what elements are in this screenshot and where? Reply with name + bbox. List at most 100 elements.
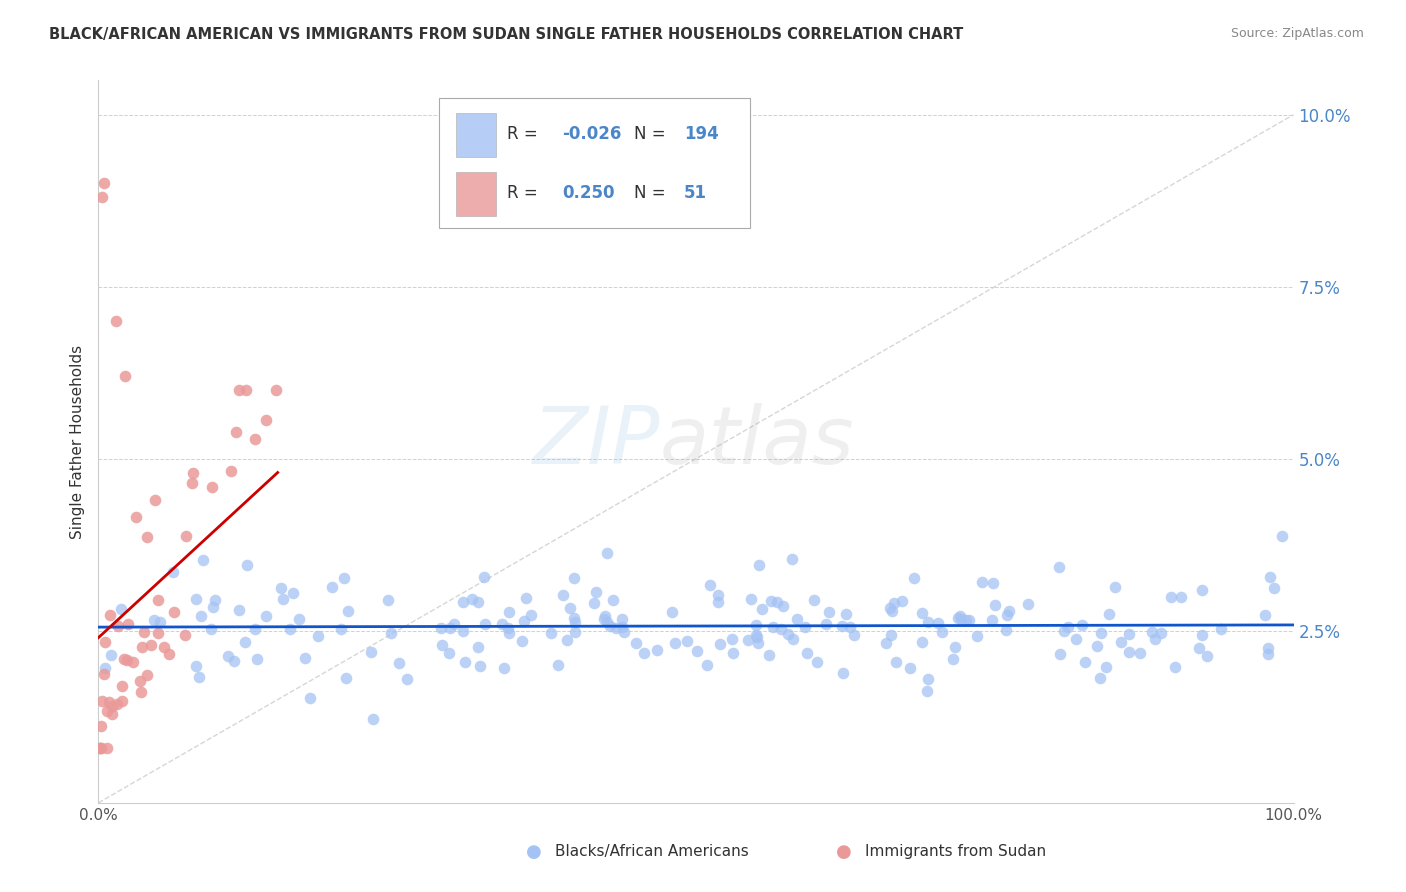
Point	[129, 685, 152, 699]
Point	[547, 657, 569, 672]
Point	[96, 704, 118, 718]
Point	[661, 606, 683, 620]
Point	[562, 610, 585, 624]
Point	[143, 493, 166, 508]
Point	[943, 640, 966, 655]
Point	[100, 648, 122, 662]
Point	[190, 608, 212, 623]
Point	[740, 592, 762, 607]
Point	[467, 595, 489, 609]
Point	[1098, 607, 1121, 621]
Point	[184, 659, 207, 673]
Point	[1143, 632, 1166, 647]
Point	[1140, 625, 1163, 640]
Point	[553, 588, 575, 602]
Point	[121, 655, 143, 669]
Point	[243, 623, 266, 637]
Point	[592, 612, 614, 626]
Point	[1074, 655, 1097, 669]
Point	[270, 581, 292, 595]
Point	[882, 604, 904, 618]
Point	[94, 661, 117, 675]
Point	[676, 633, 699, 648]
Point	[942, 652, 965, 666]
Point	[221, 464, 243, 478]
Point	[1118, 644, 1140, 658]
Point	[747, 636, 769, 650]
Point	[707, 588, 730, 602]
Point	[931, 625, 953, 640]
Point	[995, 607, 1018, 622]
Point	[949, 608, 972, 623]
Point	[174, 528, 197, 542]
Point	[105, 698, 128, 712]
Point	[1064, 632, 1087, 647]
Point	[984, 598, 1007, 612]
Point	[498, 625, 520, 640]
Text: atlas: atlas	[661, 402, 855, 481]
Point	[1260, 570, 1282, 584]
Text: Immigrants from Sudan: Immigrants from Sudan	[865, 845, 1046, 859]
Point	[287, 612, 309, 626]
Point	[515, 591, 537, 605]
Point	[748, 558, 770, 572]
Point	[222, 654, 245, 668]
Point	[796, 646, 818, 660]
Point	[388, 657, 411, 671]
Point	[782, 632, 804, 646]
Point	[91, 694, 114, 708]
Point	[173, 628, 195, 642]
Text: Blacks/African Americans: Blacks/African Americans	[555, 845, 749, 859]
Point	[842, 627, 865, 641]
Point	[217, 648, 239, 663]
Point	[1191, 628, 1213, 642]
Point	[243, 432, 266, 446]
Text: N =: N =	[634, 125, 671, 143]
Point	[335, 671, 357, 685]
Point	[454, 655, 477, 669]
Point	[228, 602, 250, 616]
Point	[1160, 590, 1182, 604]
Point	[593, 608, 616, 623]
Point	[360, 645, 382, 659]
Point	[831, 665, 853, 680]
Point	[610, 612, 633, 626]
Point	[107, 619, 129, 633]
Point	[90, 719, 112, 733]
Point	[115, 653, 138, 667]
Point	[786, 612, 808, 626]
Point	[183, 466, 205, 480]
Point	[101, 699, 124, 714]
Point	[361, 713, 384, 727]
Point	[141, 638, 163, 652]
Point	[98, 608, 121, 623]
Point	[1170, 591, 1192, 605]
Point	[555, 632, 578, 647]
Point	[890, 593, 912, 607]
Point	[513, 614, 536, 628]
Point	[439, 621, 461, 635]
Text: ZIP: ZIP	[533, 402, 661, 481]
Point	[558, 601, 581, 615]
Point	[472, 570, 495, 584]
Point	[163, 605, 186, 619]
Point	[510, 634, 533, 648]
Text: 0.250: 0.250	[562, 184, 614, 202]
Point	[1150, 625, 1173, 640]
Point	[995, 623, 1018, 637]
Point	[294, 650, 316, 665]
FancyBboxPatch shape	[456, 112, 496, 157]
FancyBboxPatch shape	[456, 172, 496, 216]
Point	[970, 575, 993, 590]
Point	[564, 625, 586, 640]
Point	[744, 618, 766, 632]
Y-axis label: Single Father Households: Single Father Households	[69, 344, 84, 539]
Point	[201, 480, 224, 494]
Point	[803, 592, 825, 607]
Point	[1109, 634, 1132, 648]
Point	[758, 648, 780, 662]
Point	[1191, 583, 1213, 598]
Point	[1271, 528, 1294, 542]
Point	[582, 596, 605, 610]
Point	[91, 190, 114, 204]
